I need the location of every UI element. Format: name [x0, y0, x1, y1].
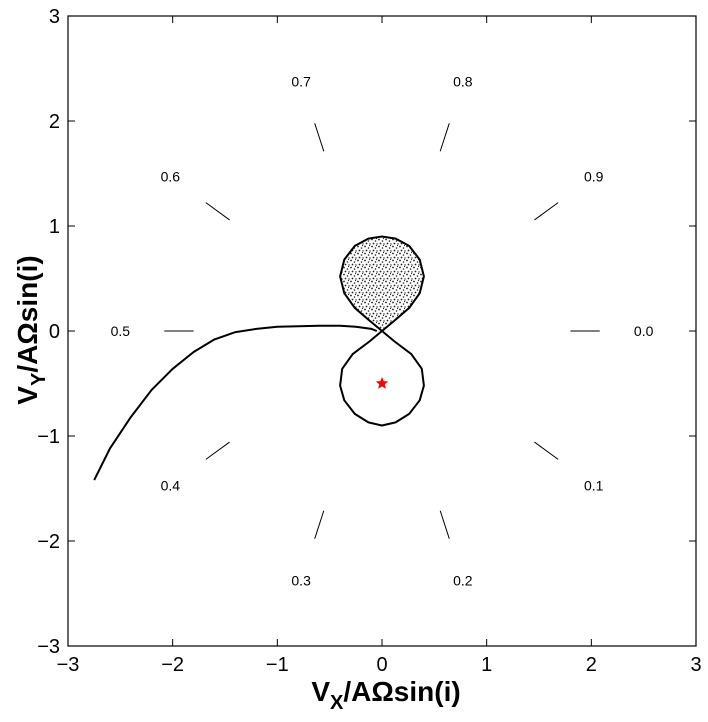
center-star-marker — [375, 376, 389, 389]
phase-label: 0.1 — [584, 477, 604, 493]
phase-label: 0.9 — [584, 169, 604, 185]
y-tick-label: −3 — [37, 636, 60, 658]
center-marker-layer — [375, 376, 389, 389]
phase-label: 0.6 — [161, 169, 181, 185]
phase-tick — [205, 202, 230, 221]
phase-tick — [205, 441, 230, 460]
x-tick-label: 3 — [690, 654, 701, 676]
phase-label: 0.8 — [453, 73, 473, 89]
axis-ticks: −3 −2 −1 0 1 2 3 −3 −2 −1 0 1 2 3 — [37, 6, 701, 676]
y-tick-label: 1 — [49, 216, 60, 238]
phase-tick — [439, 123, 450, 152]
y-tick-label: −2 — [37, 531, 60, 553]
phase-label: 0.4 — [161, 477, 181, 493]
phase-tick — [534, 202, 559, 221]
phase-tick — [439, 510, 450, 539]
phase-tick — [314, 510, 325, 539]
velocity-curve — [93, 324, 378, 481]
velocity-curve — [339, 330, 425, 427]
x-tick-label: 0 — [376, 654, 387, 676]
y-axis-title: VY/AΩsin(i) — [12, 255, 50, 404]
x-tick-label: −1 — [266, 654, 289, 676]
y-tick-label: −1 — [37, 426, 60, 448]
y-tick-label: 0 — [49, 321, 60, 343]
phase-tick — [314, 123, 325, 152]
stippled-lobe — [339, 235, 425, 333]
filled-regions — [339, 235, 425, 333]
y-tick-label: 3 — [49, 6, 60, 28]
phase-label: 0.0 — [634, 323, 654, 339]
phase-tick — [534, 441, 559, 460]
y-tick-label: 2 — [49, 111, 60, 133]
phase-label: 0.2 — [453, 573, 473, 589]
curves — [93, 324, 425, 481]
x-tick-label: −2 — [161, 654, 184, 676]
x-tick-label: 1 — [481, 654, 492, 676]
phase-label: 0.7 — [291, 73, 311, 89]
x-axis-title: VX/AΩsin(i) — [311, 676, 460, 714]
phase-label: 0.5 — [111, 323, 131, 339]
x-tick-label: −3 — [57, 654, 80, 676]
phase-label: 0.3 — [291, 573, 311, 589]
phase-markers: 0.0 0.1 0.2 0.3 0.4 0.5 0.6 0.7 0.8 0.9 — [111, 73, 654, 588]
x-tick-label: 2 — [586, 654, 597, 676]
